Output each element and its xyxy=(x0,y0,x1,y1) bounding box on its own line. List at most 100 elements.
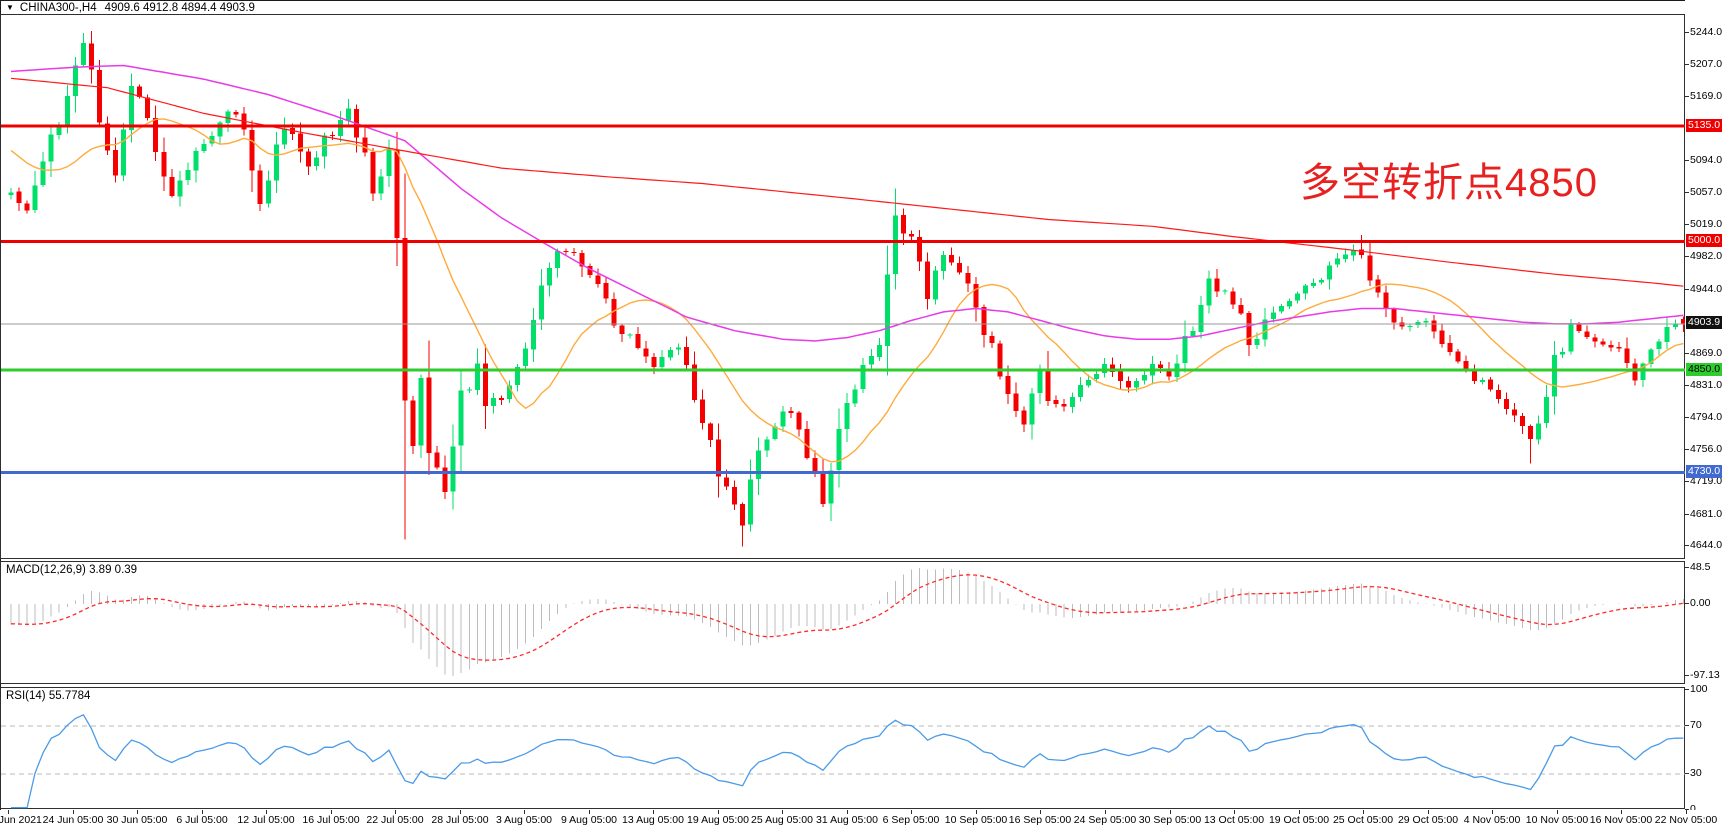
price-badge[interactable]: 4850.0 xyxy=(1686,363,1722,376)
main-chart-panel[interactable] xyxy=(0,14,1686,560)
time-tick-label: 24 Sep 05:00 xyxy=(1073,814,1137,826)
annotation-text: 多空转折点4850 xyxy=(1300,161,1598,205)
price-tick-label: 5169.0 xyxy=(1690,90,1722,102)
collapse-arrow-icon[interactable]: ▼ xyxy=(6,3,14,12)
time-tick-mark xyxy=(1170,810,1171,814)
time-tick-label: 4 Nov 05:00 xyxy=(1463,814,1521,826)
time-tick-label: 22 Nov 05:00 xyxy=(1654,814,1718,826)
time-tick-mark xyxy=(460,810,461,814)
rsi-label: RSI(14) 55.7784 xyxy=(6,690,91,702)
ohlc-readout: 4909.6 4912.8 4894.4 4903.9 xyxy=(104,1,255,14)
rsi-tick-label: 0 xyxy=(1690,803,1696,815)
price-badge[interactable]: 4730.0 xyxy=(1686,465,1722,478)
time-tick-label: 3 Aug 05:00 xyxy=(495,814,553,826)
rsi-tick-mark xyxy=(1685,773,1689,774)
window-top-border xyxy=(0,0,1722,1)
price-tick-mark xyxy=(1685,353,1689,354)
time-tick-label: 13 Oct 05:00 xyxy=(1203,814,1265,826)
price-tick-mark xyxy=(1685,192,1689,193)
price-tick-label: 5207.0 xyxy=(1690,58,1722,70)
time-tick-mark xyxy=(137,810,138,814)
price-tick-label: 4719.0 xyxy=(1690,475,1722,487)
time-tick-mark xyxy=(653,810,654,814)
rsi-panel[interactable]: RSI(14) 55.7784 xyxy=(0,687,1686,810)
time-tick-mark xyxy=(1557,810,1558,814)
time-tick-label: 18 Jun 2021 xyxy=(0,814,42,826)
time-tick-mark xyxy=(847,810,848,814)
time-tick-label: 12 Jul 05:00 xyxy=(237,814,295,826)
price-badge[interactable]: 5135.0 xyxy=(1686,119,1722,132)
price-tick-mark xyxy=(1685,481,1689,482)
rsi-tick-label: 100 xyxy=(1690,683,1708,695)
price-tick-mark xyxy=(1685,96,1689,97)
price-badge[interactable]: 5000.0 xyxy=(1686,234,1722,247)
rsi-tick-mark xyxy=(1685,809,1689,810)
price-tick-mark xyxy=(1685,160,1689,161)
price-tick-mark xyxy=(1685,417,1689,418)
rsi-value: 55.7784 xyxy=(48,690,91,702)
time-tick-label: 30 Sep 05:00 xyxy=(1138,814,1202,826)
time-tick-label: 31 Aug 05:00 xyxy=(816,814,878,826)
time-tick-mark xyxy=(1363,810,1364,814)
price-tick-label: 4681.0 xyxy=(1690,508,1722,520)
time-tick-label: 9 Aug 05:00 xyxy=(560,814,618,826)
time-tick-label: 19 Oct 05:00 xyxy=(1268,814,1330,826)
rsi-canvas[interactable] xyxy=(1,688,1686,810)
time-tick-mark xyxy=(73,810,74,814)
price-axis[interactable]: 5244.0 5207.0 5169.0 5094.0 5057.0 5019.0 4982… xyxy=(1685,0,1722,833)
time-tick-label: 19 Aug 05:00 xyxy=(687,814,749,826)
time-tick-label: 10 Nov 05:00 xyxy=(1525,814,1589,826)
price-tick-label: 4831.0 xyxy=(1690,379,1722,391)
price-tick-mark xyxy=(1685,545,1689,546)
chart-title-bar: ▼ CHINA300-,H4 4909.6 4912.8 4894.4 4903… xyxy=(6,1,255,14)
macd-tick-label: -97.13 xyxy=(1690,669,1720,681)
rsi-tick-mark xyxy=(1685,689,1689,690)
time-tick-mark xyxy=(976,810,977,814)
time-tick-label: 16 Nov 05:00 xyxy=(1589,814,1653,826)
macd-panel[interactable]: MACD(12,26,9) 3.89 0.39 xyxy=(0,561,1685,684)
time-tick-mark xyxy=(1234,810,1235,814)
time-tick-mark xyxy=(331,810,332,814)
price-tick-label: 4644.0 xyxy=(1690,539,1722,551)
price-tick-mark xyxy=(1685,32,1689,33)
price-tick-mark xyxy=(1685,224,1689,225)
time-tick-mark xyxy=(524,810,525,814)
candlestick-canvas[interactable] xyxy=(1,15,1686,560)
time-tick-mark xyxy=(1040,810,1041,814)
time-tick-label: 16 Sep 05:00 xyxy=(1008,814,1072,826)
time-tick-label: 25 Oct 05:00 xyxy=(1332,814,1394,826)
price-tick-label: 4756.0 xyxy=(1690,443,1722,455)
symbol-title: CHINA300-,H4 xyxy=(19,1,97,14)
price-tick-label: 4869.0 xyxy=(1690,347,1722,359)
time-tick-label: 25 Aug 05:00 xyxy=(751,814,813,826)
price-tick-mark xyxy=(1685,514,1689,515)
price-tick-label: 4982.0 xyxy=(1690,250,1722,262)
price-tick-label: 4944.0 xyxy=(1690,283,1722,295)
rsi-tick-mark xyxy=(1685,725,1689,726)
macd-values: 3.89 0.39 xyxy=(89,564,138,576)
time-tick-mark xyxy=(782,810,783,814)
macd-tick-label: 48.5 xyxy=(1690,561,1711,573)
time-tick-mark xyxy=(1686,810,1687,814)
time-tick-mark xyxy=(1105,810,1106,814)
time-tick-mark xyxy=(1492,810,1493,814)
time-tick-label: 24 Jun 05:00 xyxy=(42,814,104,826)
macd-tick-mark xyxy=(1685,567,1689,568)
time-tick-mark xyxy=(266,810,267,814)
price-tick-mark xyxy=(1685,64,1689,65)
price-tick-mark xyxy=(1685,289,1689,290)
macd-canvas[interactable] xyxy=(1,562,1686,685)
time-tick-mark xyxy=(1428,810,1429,814)
time-tick-label: 22 Jul 05:00 xyxy=(366,814,424,826)
time-tick-mark xyxy=(1621,810,1622,814)
price-tick-mark xyxy=(1685,449,1689,450)
price-tick-label: 5244.0 xyxy=(1690,26,1722,38)
time-tick-mark xyxy=(718,810,719,814)
price-badge[interactable]: 4903.9 xyxy=(1686,316,1722,329)
macd-tick-mark xyxy=(1685,675,1689,676)
time-tick-label: 30 Jun 05:00 xyxy=(106,814,168,826)
time-tick-mark xyxy=(589,810,590,814)
time-tick-mark xyxy=(202,810,203,814)
